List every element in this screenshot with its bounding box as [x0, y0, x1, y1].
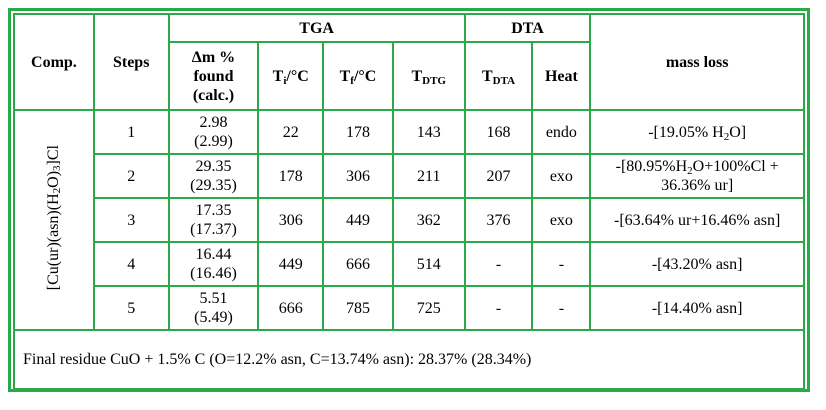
- header-dm: Δm % found (calc.): [167, 41, 260, 111]
- mass-change-cell: 29.35 (29.35): [167, 153, 260, 199]
- compound-label: [Cu(ur)(asn)(H2O)3]Cl: [45, 144, 64, 291]
- header-tga: TGA: [167, 13, 466, 43]
- outer-frame: [8, 8, 810, 392]
- table-row: 3 17.35 (17.37) 306 449 362 376 exo -[63.64% ur+…: [14, 197, 805, 243]
- tf-cell: 666: [322, 241, 394, 287]
- header-dm-line3: (calc.): [192, 86, 235, 104]
- tdtg-cell: 514: [391, 241, 466, 287]
- mass-loss-cell: -[80.95%H2O+100%Cl +36.36% ur]: [589, 153, 805, 199]
- mass-loss-cell: -[14.40% asn]: [589, 285, 805, 331]
- header-ti: Ti/°C: [257, 41, 325, 111]
- tdtg-cell: 143: [391, 109, 466, 155]
- mass-loss-cell: -[43.20% asn]: [589, 241, 805, 287]
- tdtg-cell: 211: [391, 153, 466, 199]
- step-cell: 4: [92, 241, 170, 287]
- header-mass-loss: mass loss: [589, 13, 805, 111]
- header-dm-line1: Δm %: [191, 48, 236, 66]
- tdta-cell: 207: [463, 153, 534, 199]
- mass-change-cell: 16.44 (16.46): [167, 241, 260, 287]
- heat-cell: exo: [531, 153, 592, 199]
- mass-change-cell: 17.35 (17.37): [167, 197, 260, 243]
- tdta-cell: -: [463, 241, 534, 287]
- header-comp: Comp.: [13, 13, 95, 111]
- tdtg-cell: 725: [391, 285, 466, 331]
- table-row: 5 5.51 (5.49) 666 785 725- - -[14.40% asn]: [14, 285, 805, 331]
- ti-cell: 178: [257, 153, 325, 199]
- thermal-analysis-table: Comp. Steps TGA DTA mass loss Δm % found…: [13, 13, 805, 390]
- table-row: 4 16.44 (16.46) 449 666 514- - -[43.20% asn]: [14, 241, 805, 287]
- step-cell: 5: [92, 285, 170, 331]
- header-tdta: TDTA: [463, 41, 534, 111]
- heat-cell: -: [531, 241, 592, 287]
- step-cell: 2: [92, 153, 170, 199]
- ti-cell: 666: [257, 285, 325, 331]
- mass-loss-cell: -[63.64% ur+16.46% asn]: [589, 197, 805, 243]
- mass-loss-cell: -[19.05% H2O]: [589, 109, 805, 155]
- tdtg-cell: 362: [391, 197, 466, 243]
- tf-cell: 449: [322, 197, 394, 243]
- header-tf: Tf/°C: [322, 41, 394, 111]
- header-dta: DTA: [463, 13, 592, 43]
- header-heat: Heat: [531, 41, 592, 111]
- tdta-cell: 168: [463, 109, 534, 155]
- ti-cell: 306: [257, 197, 325, 243]
- heat-cell: exo: [531, 197, 592, 243]
- heat-cell: -: [531, 285, 592, 331]
- header-steps: Steps: [92, 13, 170, 111]
- heat-cell: endo: [531, 109, 592, 155]
- mass-change-cell: 2.98 (2.99): [167, 109, 260, 155]
- ti-cell: 449: [257, 241, 325, 287]
- table-row: 2 29.35 (29.35) 178 306 211 207 exo -[80.95%H2O+…: [14, 153, 805, 199]
- tdta-cell: 376: [463, 197, 534, 243]
- step-cell: 1: [92, 109, 170, 155]
- tf-cell: 178: [322, 109, 394, 155]
- tf-cell: 306: [322, 153, 394, 199]
- ti-cell: 22: [257, 109, 325, 155]
- table-row: [Cu(ur)(asn)(H2O)3]Cl 1 2.98 (2.99) 22 178 143…: [13, 109, 805, 331]
- header-tdtg: TDTG: [391, 41, 466, 111]
- step-cell: 3: [92, 197, 170, 243]
- header-dm-line2: found: [193, 67, 234, 85]
- tdta-cell: -: [463, 285, 534, 331]
- mass-change-cell: 5.51 (5.49): [167, 285, 260, 331]
- tf-cell: 785: [322, 285, 394, 331]
- final-residue: Final residue CuO + 1.5% C (O=12.2% asn,…: [13, 329, 805, 390]
- compound-cell: [Cu(ur)(asn)(H2O)3]Cl: [13, 109, 95, 331]
